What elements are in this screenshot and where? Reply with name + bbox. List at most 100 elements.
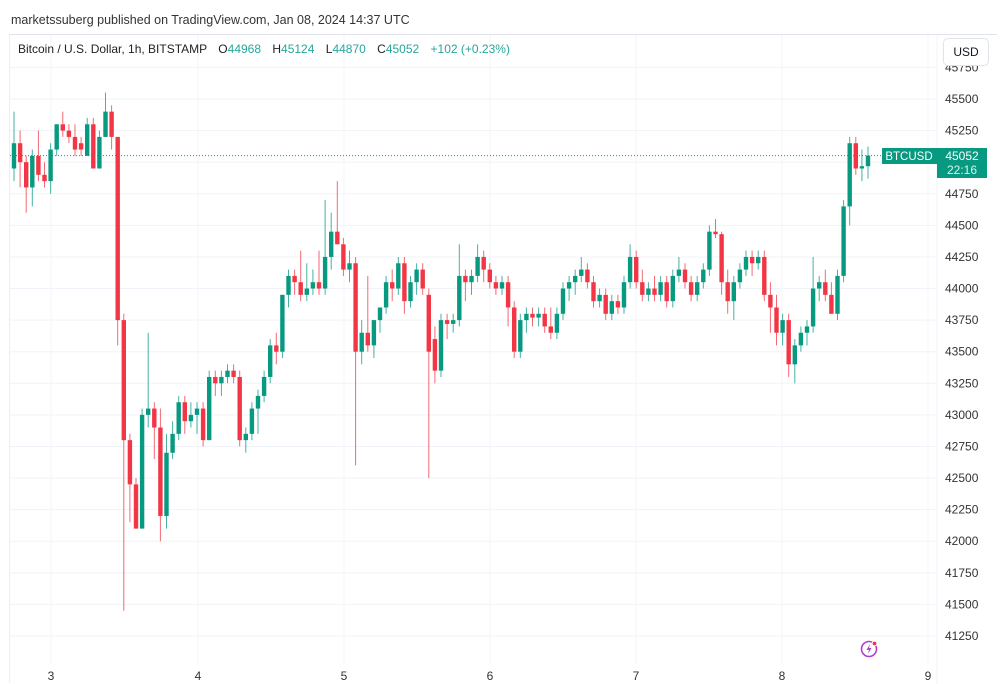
candle-body xyxy=(194,408,200,415)
candle-body xyxy=(383,282,389,308)
candle-body xyxy=(652,288,657,295)
candle xyxy=(737,263,743,289)
candle-body xyxy=(554,313,560,333)
candle-body xyxy=(36,155,41,175)
candle xyxy=(292,269,297,295)
candle-body xyxy=(768,294,773,308)
candle-body xyxy=(859,166,865,169)
candle xyxy=(359,320,364,365)
candle xyxy=(597,288,602,308)
candle xyxy=(530,307,535,327)
lightning-icon[interactable] xyxy=(860,640,878,658)
candle xyxy=(609,294,614,321)
candle-body xyxy=(200,408,206,441)
candle xyxy=(493,275,499,295)
price-axis: 41250 41500 41750 42000 42250 42500 42750 43000… xyxy=(945,60,979,643)
candle xyxy=(548,307,553,340)
candle-body xyxy=(475,256,480,276)
candle xyxy=(249,402,255,441)
candle-body xyxy=(152,408,157,428)
candle-body xyxy=(640,282,645,295)
candle xyxy=(701,263,706,289)
chart-legend: Bitcoin / U.S. Dollar, 1h, BITSTAMP O449… xyxy=(18,42,510,56)
candle xyxy=(85,117,90,156)
candle-body xyxy=(377,307,383,321)
candle-body xyxy=(97,136,102,169)
candle-body xyxy=(420,269,425,289)
candle xyxy=(78,136,84,156)
candle-body xyxy=(139,414,145,529)
open-label: O xyxy=(218,42,228,56)
candle-body xyxy=(176,402,181,434)
candle-body xyxy=(701,269,706,283)
candle xyxy=(109,105,114,150)
candle xyxy=(652,275,657,302)
candle-body xyxy=(792,345,797,365)
candle xyxy=(225,364,230,384)
candle-body xyxy=(329,231,334,257)
price-tag: 45052 22:16 xyxy=(937,148,987,178)
candle-body xyxy=(390,282,395,289)
candle-body xyxy=(335,231,340,245)
candle-body xyxy=(493,282,499,289)
candle-body xyxy=(255,395,261,409)
candle xyxy=(200,402,206,447)
symbol-tag-text: BTCUSD xyxy=(885,151,932,163)
price-tick-label: 44000 xyxy=(945,282,979,296)
candle-body xyxy=(646,288,651,295)
candle-body xyxy=(664,282,669,302)
candle xyxy=(280,294,285,359)
price-tick-label: 44500 xyxy=(945,218,979,232)
candle xyxy=(353,256,358,466)
candle-body xyxy=(158,427,163,516)
candle-body xyxy=(505,282,511,308)
candle-body xyxy=(566,282,572,289)
change-value: +102 (+0.23%) xyxy=(430,42,510,56)
candle-body xyxy=(518,320,523,352)
candle xyxy=(322,200,328,295)
candle-body xyxy=(786,320,791,365)
candle xyxy=(408,275,413,308)
candle-body xyxy=(865,155,871,167)
candle xyxy=(170,421,175,460)
candle-body xyxy=(310,282,316,289)
candle-body xyxy=(707,231,712,270)
time-tick-label: 9 xyxy=(925,669,932,683)
candle xyxy=(585,263,590,289)
candle-body xyxy=(499,282,505,289)
candle-body xyxy=(457,275,462,321)
candle-body xyxy=(60,124,65,131)
candle xyxy=(60,111,65,137)
candle xyxy=(627,244,633,289)
open-value: 44968 xyxy=(227,42,262,56)
close-value: 45052 xyxy=(385,42,420,56)
currency-button[interactable]: USD xyxy=(943,38,989,66)
candle-body xyxy=(719,234,724,283)
price-tick-label: 45250 xyxy=(945,124,979,138)
candle xyxy=(194,402,200,434)
candle xyxy=(823,269,828,302)
candle xyxy=(24,155,29,213)
price-tick-label: 43750 xyxy=(945,313,979,327)
candle-body xyxy=(670,275,675,302)
price-tick-label: 45500 xyxy=(945,92,979,106)
candle-body xyxy=(731,282,736,302)
candle xyxy=(432,326,438,384)
candle-body xyxy=(688,282,694,295)
candle-body xyxy=(322,256,328,289)
candle xyxy=(865,146,871,179)
candle xyxy=(469,269,474,295)
candle-body xyxy=(72,136,78,150)
candle xyxy=(127,433,133,523)
candle xyxy=(664,275,669,308)
candle-body xyxy=(341,244,346,270)
candle xyxy=(237,370,242,447)
candle-body xyxy=(280,294,285,352)
candle xyxy=(566,275,572,302)
candle xyxy=(316,250,322,295)
candle-body xyxy=(713,231,718,235)
candle xyxy=(481,250,486,283)
price-tick-label: 42750 xyxy=(945,439,979,453)
price-tick-label: 42000 xyxy=(945,534,979,548)
